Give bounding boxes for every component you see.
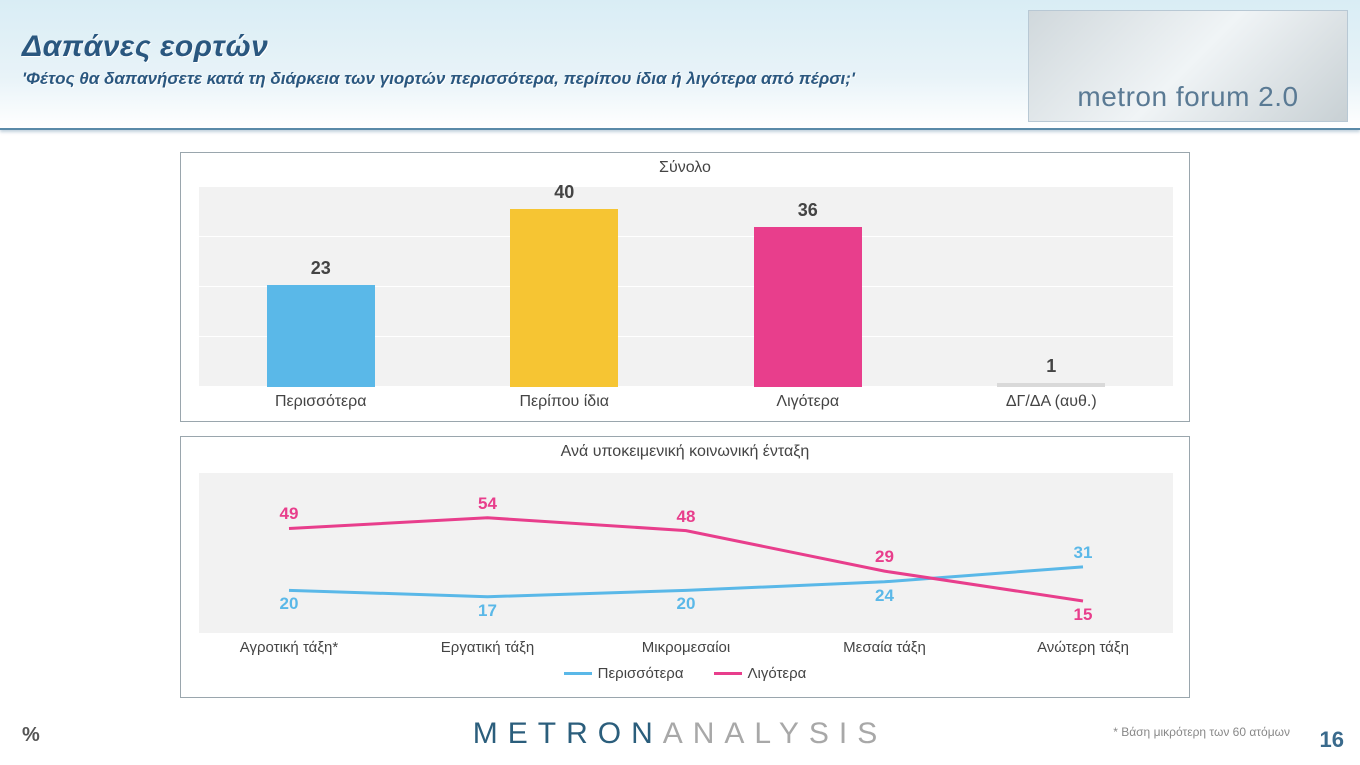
page-number: 16 xyxy=(1320,727,1344,753)
line-point-label: 31 xyxy=(1074,543,1093,563)
bar-value-label: 1 xyxy=(1046,356,1056,377)
line-category-label: Μεσαία τάξη xyxy=(843,639,926,656)
legend-label: Λιγότερα xyxy=(748,665,807,682)
line-point-label: 20 xyxy=(677,594,696,614)
line-point-label: 24 xyxy=(875,586,894,606)
line-point-label: 20 xyxy=(280,594,299,614)
line-category-label: Ανώτερη τάξη xyxy=(1037,639,1129,656)
bar-value-label: 36 xyxy=(798,200,818,221)
bar-chart-category-row: Περισσότερα Περίπου ίδια Λιγότερα ΔΓ/ΔΑ (αυ… xyxy=(199,391,1173,419)
bar-category-label: Περισσότερα xyxy=(275,393,367,411)
bar-category-label: Λιγότερα xyxy=(776,393,839,411)
line-chart-plot-area: 20 17 20 24 31 49 54 48 29 15 xyxy=(199,473,1173,633)
footer-brand: METRONANALYSIS xyxy=(473,717,888,751)
page-subtitle: 'Φέτος θα δαπανήσετε κατά τη διάρκεια τω… xyxy=(22,68,992,91)
bar-chart-plot-area: 2340361 xyxy=(199,187,1173,387)
line-chart-category-row: Αγροτική τάξη* Εργατική τάξη Μικρομεσαίοι Μ… xyxy=(199,637,1173,661)
line-point-label: 17 xyxy=(478,601,497,621)
bar xyxy=(997,383,1105,387)
bar-chart-panel: Σύνολο 23 40 36 1 Περισσότερα Περίπου ίδια Λι… xyxy=(180,152,1190,422)
bar-category-label: Περίπου ίδια xyxy=(519,393,609,411)
bar xyxy=(510,209,618,387)
brand-gray: ANALYSIS xyxy=(663,717,888,750)
legend-label: Περισσότερα xyxy=(598,665,684,682)
line-chart-panel: Ανά υποκειμενική κοινωνική ένταξη 201720… xyxy=(180,436,1190,698)
bar-chart-gridline xyxy=(199,236,1173,237)
legend-swatch xyxy=(714,672,742,675)
title-block: Δαπάνες εορτών 'Φέτος θα δαπανήσετε κατά… xyxy=(22,30,992,91)
bar-chart-gridline xyxy=(199,186,1173,187)
line-point-label: 49 xyxy=(280,504,299,524)
line-chart-title: Ανά υποκειμενική κοινωνική ένταξη xyxy=(181,437,1189,463)
bar-value-label: 40 xyxy=(554,182,574,203)
bar-value-label: 23 xyxy=(311,258,331,279)
line-point-label: 54 xyxy=(478,494,497,514)
bar xyxy=(754,227,862,387)
legend-swatch xyxy=(564,672,592,675)
line-category-label: Αγροτική τάξη* xyxy=(240,639,338,656)
bar xyxy=(267,285,375,387)
percent-symbol: % xyxy=(22,724,40,747)
line-category-label: Μικρομεσαίοι xyxy=(642,639,730,656)
brand-dark: METRON xyxy=(473,717,663,750)
line-point-label: 15 xyxy=(1074,605,1093,625)
legend-item: Λιγότερα xyxy=(714,665,807,682)
logo-text: metron forum 2.0 xyxy=(1077,81,1298,113)
header-bar: Δαπάνες εορτών 'Φέτος θα δαπανήσετε κατά… xyxy=(0,0,1360,130)
line-point-label: 48 xyxy=(677,507,696,527)
page-title: Δαπάνες εορτών xyxy=(22,30,992,64)
logo-metron-forum: metron forum 2.0 xyxy=(1028,10,1348,122)
line-chart-legend: Περισσότερα Λιγότερα xyxy=(181,665,1189,682)
bar-category-label: ΔΓ/ΔΑ (αυθ.) xyxy=(1006,393,1097,411)
bar-chart-title: Σύνολο xyxy=(181,153,1189,179)
line-series xyxy=(289,518,1083,601)
line-point-label: 29 xyxy=(875,547,894,567)
line-category-label: Εργατική τάξη xyxy=(441,639,534,656)
legend-item: Περισσότερα xyxy=(564,665,684,682)
footnote-text: * Βάση μικρότερη των 60 ατόμων xyxy=(1113,725,1290,739)
